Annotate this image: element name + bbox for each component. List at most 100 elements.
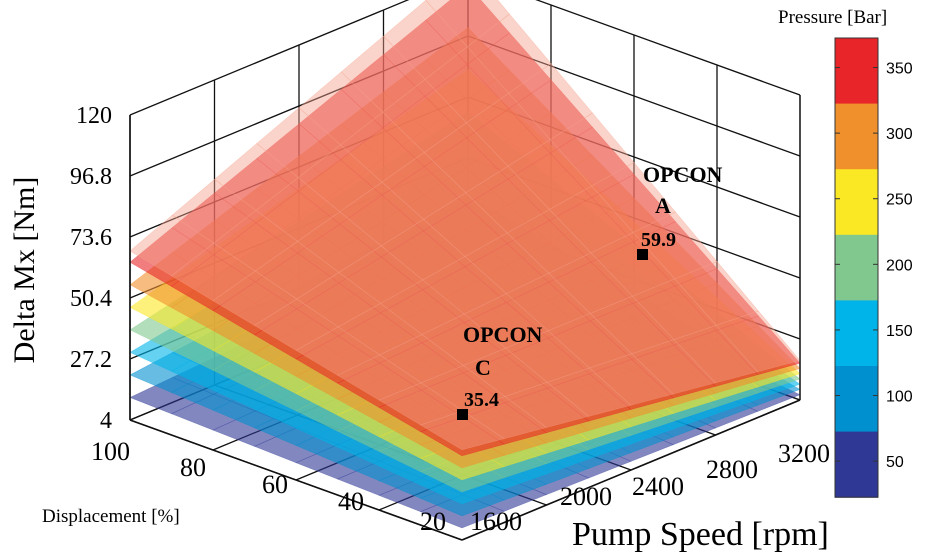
- surface-patch: [465, 165, 550, 234]
- colorbar-tick-label: 200: [886, 257, 913, 274]
- colorbar-tick-label: 100: [886, 389, 913, 406]
- z-tick: 96.8: [70, 164, 112, 190]
- colorbar-frame: [834, 37, 879, 498]
- surface-patch: [296, 272, 382, 328]
- surface-patch: [298, 71, 384, 146]
- z-tick: 4: [100, 408, 112, 434]
- colorbar-band: [835, 38, 878, 105]
- surface-patch: [337, 303, 423, 356]
- surface-patch: [548, 252, 634, 314]
- z-tick: 50.4: [70, 286, 112, 312]
- surface-patch: [212, 270, 298, 326]
- annotation-opcon-c: OPCON C 35.4: [457, 322, 543, 420]
- surface-patch: [423, 192, 508, 257]
- x-axis-line: [129, 419, 463, 541]
- x-tick: 40: [338, 487, 364, 516]
- surface-patch: [674, 261, 760, 326]
- surface-patch: [588, 353, 674, 406]
- x-tick: 20: [420, 507, 446, 536]
- x-tick: 60: [262, 470, 288, 499]
- z-tick: 27.2: [70, 347, 112, 373]
- surface-patch: [507, 139, 593, 210]
- surface-patch: [295, 326, 381, 376]
- z-tick: 120: [76, 103, 112, 129]
- surfaces: [129, 0, 801, 529]
- surface-patch: [466, 92, 551, 167]
- x-tick: 100: [91, 437, 130, 466]
- surface-patch: [171, 178, 257, 244]
- surface-patch: [425, 0, 510, 48]
- surface-patch: [547, 313, 633, 369]
- surface-patch: [336, 354, 422, 401]
- surface-patch: [380, 218, 466, 281]
- surface-patch: [381, 152, 467, 220]
- colorbar-tick-label: 250: [886, 192, 913, 209]
- surface-p350: [129, 0, 801, 457]
- surface-patch: [420, 365, 506, 412]
- x-tick: 80: [180, 453, 206, 482]
- colorbar-title: Pressure [Bar]: [778, 7, 887, 28]
- surface-patch: [422, 256, 508, 315]
- colorbar: 350 300 250 200 150 100 50: [834, 37, 913, 498]
- surface-patch: [423, 122, 509, 194]
- colorbar-band: [835, 103, 878, 170]
- colorbar-tick-label: 300: [886, 126, 913, 143]
- surface-patch: [340, 111, 425, 183]
- colorbar-tick-label: 50: [886, 454, 904, 471]
- surface-patch: [256, 107, 341, 179]
- surface-patch: [170, 242, 256, 302]
- annotation-value: 59.9: [641, 229, 676, 251]
- surface-patch: [296, 211, 382, 273]
- colorbar-band: [835, 300, 878, 367]
- surface-patch: [379, 334, 465, 384]
- surface-patch: [589, 295, 675, 355]
- annotation-label: A: [655, 193, 671, 218]
- surface-patch: [505, 272, 591, 332]
- y-tick: 3200: [778, 439, 830, 468]
- surface-patch: [214, 143, 299, 211]
- annotation-opcon-a: OPCON A 59.9: [637, 162, 723, 260]
- surface-patch: [546, 367, 632, 417]
- axes-front: [129, 95, 801, 541]
- surface-patch: [632, 211, 718, 280]
- colorbar-band: [835, 234, 878, 301]
- surface-patch: [590, 232, 676, 297]
- surface-patch: [421, 313, 507, 366]
- surface-patch: [383, 0, 468, 80]
- z-tick: 73.6: [70, 225, 112, 251]
- annotation-label: C: [475, 355, 491, 380]
- colorbar-band: [835, 169, 878, 236]
- marker-opcon-c: [457, 409, 468, 420]
- annotation-value: 35.4: [464, 389, 499, 411]
- surface-patch: [549, 185, 634, 254]
- surface-patch: [340, 35, 426, 113]
- annotation-label: OPCON: [463, 322, 543, 347]
- z-axis-label: Delta Mx [Nm]: [8, 177, 41, 364]
- surface-patch: [297, 144, 383, 213]
- y-tick: 1600: [470, 507, 522, 536]
- surface-patch: [506, 209, 592, 274]
- x-axis-label: Displacement [%]: [42, 506, 180, 527]
- surface-patch: [505, 330, 591, 383]
- annotation-label: OPCON: [643, 162, 723, 187]
- colorbar-band: [835, 431, 878, 498]
- surface-patch: [591, 162, 676, 233]
- surface-patch: [339, 181, 424, 247]
- colorbar-tick-label: 150: [886, 323, 913, 340]
- y-axis-line: [461, 399, 801, 541]
- surface-patch: [466, 13, 552, 94]
- surface-patch: [253, 298, 339, 351]
- surface-p375: [129, 0, 801, 451]
- surface-patch: [673, 324, 759, 384]
- surface-patch: [254, 241, 340, 300]
- colorbar-band: [835, 366, 878, 433]
- surface-patch: [462, 396, 548, 440]
- y-tick: 2000: [560, 482, 612, 511]
- colorbar-tick-label: 350: [886, 61, 913, 78]
- y-tick: 2800: [706, 455, 758, 484]
- surface-patch: [379, 279, 465, 335]
- surface-patch: [508, 63, 593, 140]
- surface-patch: [463, 293, 549, 349]
- surface-patch: [213, 209, 299, 272]
